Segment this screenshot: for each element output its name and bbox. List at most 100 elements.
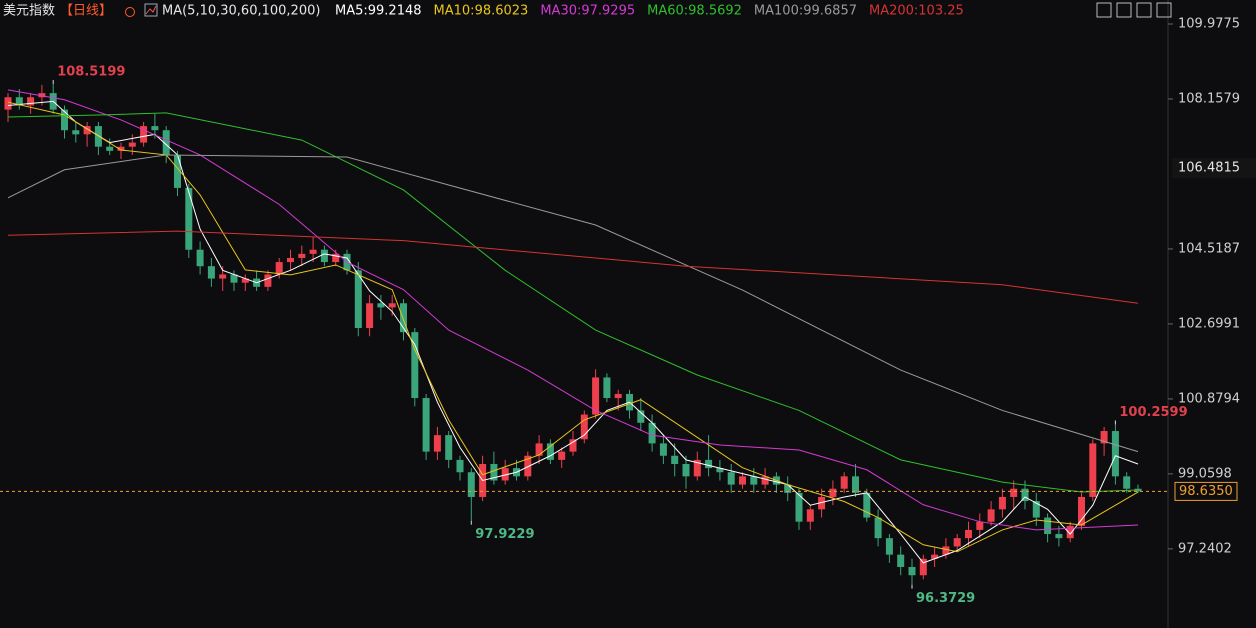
y-tick-label: 109.9775: [1178, 17, 1240, 32]
candle-body: [558, 451, 566, 460]
candle-body: [761, 476, 769, 485]
candle-body: [61, 109, 68, 131]
candle-body: [1032, 501, 1040, 518]
legend-entry: MA100:99.6857: [754, 4, 857, 19]
candle-body: [1066, 525, 1074, 539]
marker-price-box: [1172, 158, 1256, 179]
candle-body: [15, 97, 23, 106]
candle-body: [1111, 431, 1119, 477]
candle-body: [1078, 496, 1085, 526]
candle-body: [264, 274, 272, 287]
legend-entry: MA30:97.9295: [540, 4, 635, 19]
chart-title: 美元指数: [3, 4, 55, 19]
candle-body: [716, 468, 724, 473]
candle-body: [388, 303, 396, 308]
candle-body: [400, 303, 407, 333]
candle-body: [739, 476, 746, 485]
candle-body: [863, 492, 871, 518]
annotation-label: 108.5199: [57, 65, 125, 80]
last-price-box: [1174, 481, 1238, 501]
candle-body: [332, 253, 340, 263]
candle-body: [592, 377, 600, 415]
candle-body: [693, 459, 701, 477]
candle-body: [1100, 431, 1108, 444]
candle-body: [659, 443, 667, 456]
candle-body: [230, 274, 238, 283]
candle-body: [445, 435, 453, 460]
candle-body: [750, 476, 758, 485]
candle-body: [151, 126, 159, 131]
legend-entry: MA60:98.5692: [647, 4, 742, 19]
tool-button[interactable]: [1116, 2, 1132, 18]
candle-body: [998, 496, 1006, 510]
annotation-label: 97.9229: [475, 527, 534, 542]
candle-body: [1021, 488, 1029, 502]
legend-entry: MA10:98.6023: [434, 4, 529, 19]
candle-body: [840, 476, 848, 489]
candle-body: [456, 459, 464, 473]
legend-entry: MA200:103.25: [869, 4, 964, 19]
candle-body: [976, 521, 984, 530]
ma-line: [7, 112, 1139, 493]
candle-body: [931, 554, 939, 559]
legend-entry: MA5:99.2148: [335, 4, 422, 19]
candle-body: [1010, 488, 1018, 497]
candle-body: [38, 93, 46, 98]
candle-body: [569, 439, 577, 452]
candle-body: [524, 455, 532, 477]
toolbar: [1096, 2, 1172, 18]
candle-body: [806, 509, 814, 522]
candle-body: [829, 488, 837, 497]
y-tick-label: 99.0598: [1178, 466, 1232, 481]
candle-body: [1123, 476, 1131, 489]
tool-button[interactable]: [1096, 2, 1112, 18]
candle-body: [987, 509, 995, 522]
ma-line: [7, 100, 1139, 564]
ma-line: [7, 89, 1139, 531]
candle-body: [874, 517, 882, 539]
candle-body: [637, 410, 645, 423]
last-price-label: 98.6350: [1179, 484, 1233, 499]
candle-body: [705, 459, 713, 469]
ma-line: [7, 230, 1139, 304]
candle-body: [83, 126, 91, 135]
candle-body: [27, 97, 35, 106]
candle-body: [648, 422, 656, 444]
candle-body: [682, 463, 690, 477]
candle-body: [546, 443, 554, 460]
candle-body: [580, 414, 588, 440]
settings-icon[interactable]: [125, 7, 135, 17]
ma-line: [7, 154, 1139, 453]
tool-button[interactable]: [1156, 2, 1172, 18]
candle-body: [366, 303, 374, 329]
tool-button[interactable]: [1136, 2, 1152, 18]
candle-body: [897, 554, 905, 568]
candle-body: [501, 468, 509, 481]
ma-line: [7, 101, 1139, 553]
candle-body: [320, 249, 328, 263]
candle-body: [1089, 443, 1097, 497]
candle-body: [309, 249, 317, 254]
candle-body: [185, 187, 193, 250]
candle-body: [919, 558, 927, 576]
candle-body: [174, 154, 181, 188]
y-tick-label: 97.2402: [1178, 541, 1232, 556]
candle-body: [953, 538, 961, 547]
candle-body: [795, 492, 803, 522]
candle-body: [433, 435, 441, 452]
candle-body: [852, 476, 859, 493]
marker-price-label: 106.4815: [1178, 161, 1240, 176]
candle-body: [671, 455, 679, 464]
candle-body: [908, 567, 916, 576]
candle-body: [287, 257, 294, 263]
candle-body: [942, 546, 950, 555]
candle-body: [467, 472, 475, 497]
candle-body: [784, 484, 792, 493]
indicator-name: MA(5,10,30,60,100,200): [162, 4, 320, 19]
indicator-icon[interactable]: [144, 3, 158, 17]
candle-body: [422, 398, 430, 452]
candle-body: [1044, 517, 1052, 535]
candle-body: [219, 274, 227, 279]
candle-body: [727, 472, 735, 485]
